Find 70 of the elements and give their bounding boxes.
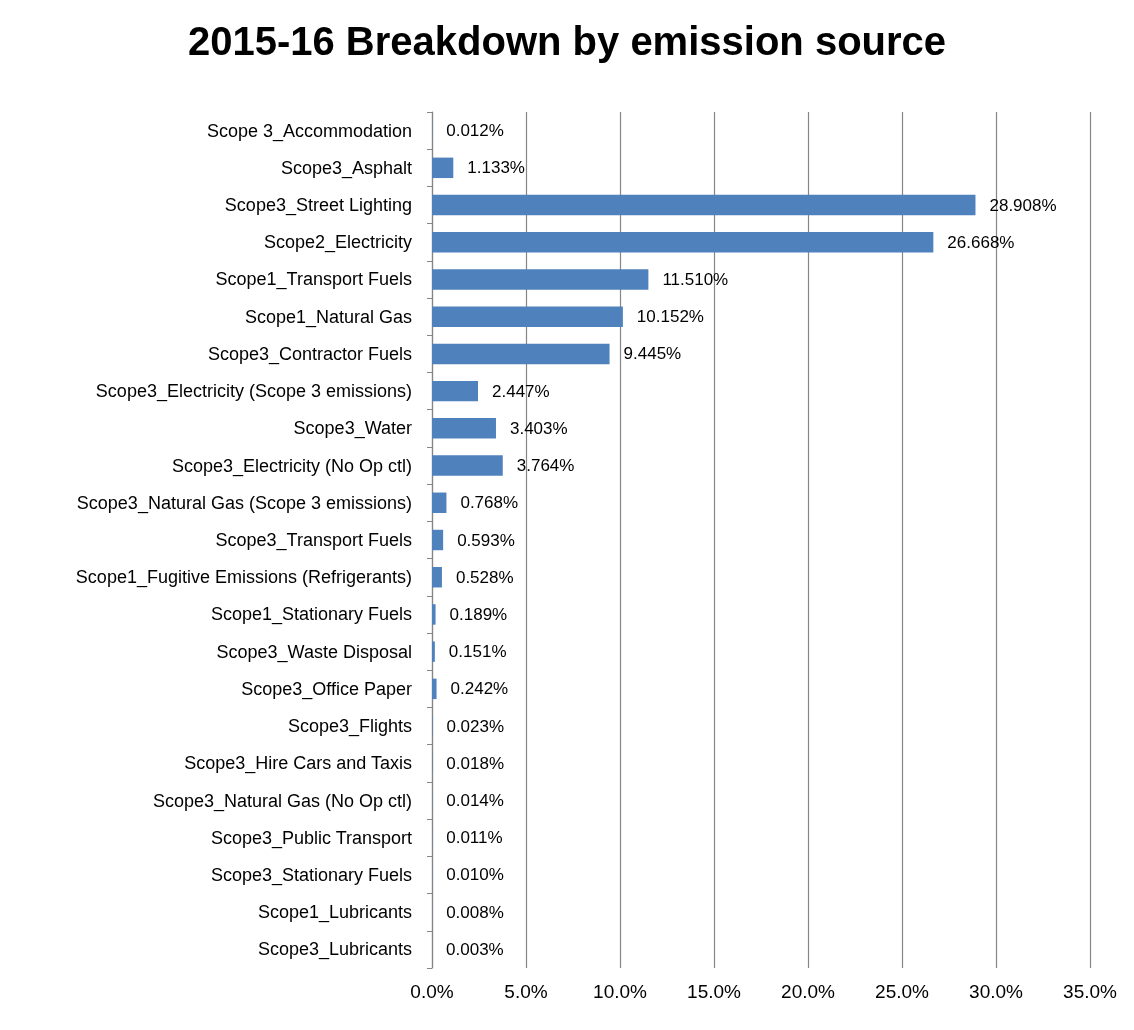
data-label: 0.018% xyxy=(446,753,505,773)
x-tick-label: 5.0% xyxy=(504,981,548,1002)
data-label: 0.010% xyxy=(446,865,504,885)
x-tick-label: 10.0% xyxy=(593,981,648,1002)
bar xyxy=(432,232,934,253)
y-tick-label: Scope 3_Accommodation xyxy=(206,120,412,142)
bar xyxy=(432,529,444,551)
data-label: 9.445% xyxy=(623,344,682,364)
data-label: 10.152% xyxy=(636,307,704,327)
bar xyxy=(432,418,496,439)
y-tick-label: Scope3_Flights xyxy=(287,716,412,738)
bar xyxy=(432,380,478,402)
y-tick-label: Scope3_Lubricants xyxy=(257,939,412,961)
bar xyxy=(432,269,649,290)
bar xyxy=(432,641,435,662)
bar xyxy=(432,194,976,216)
data-label: 26.668% xyxy=(947,232,1015,252)
bar xyxy=(432,604,436,625)
data-label: 28.908% xyxy=(989,195,1057,215)
y-tick-label: Scope3_Asphalt xyxy=(280,157,412,179)
data-label: 0.242% xyxy=(450,679,509,699)
x-tick-label: 20.0% xyxy=(781,981,836,1002)
bar xyxy=(432,157,454,179)
data-label: 0.012% xyxy=(446,121,504,141)
x-tick-label: 15.0% xyxy=(687,981,742,1002)
data-label: 0.023% xyxy=(446,716,505,736)
y-tick-label: Scope3_Public Transport xyxy=(210,827,412,849)
data-label: 0.593% xyxy=(457,530,515,550)
y-tick-label: Scope3_Stationary Fuels xyxy=(210,864,412,886)
data-label: 0.151% xyxy=(448,642,507,662)
y-tick-label: Scope3_Hire Cars and Taxis xyxy=(184,753,412,775)
data-label: 3.403% xyxy=(509,418,568,438)
data-label: 2.447% xyxy=(492,381,550,401)
bar xyxy=(432,492,447,514)
data-label: 0.768% xyxy=(460,493,519,513)
x-tick-label: 25.0% xyxy=(875,981,930,1002)
y-tick-label: Scope3_Contractor Fuels xyxy=(207,343,412,365)
y-tick-label: Scope3_Waste Disposal xyxy=(216,641,412,663)
y-tick-label: Scope3_Electricity (No Op ctl) xyxy=(171,455,412,477)
x-tick-label: 0.0% xyxy=(410,981,454,1002)
data-label: 0.008% xyxy=(446,902,504,922)
y-tick-label: Scope3_Street Lighting xyxy=(224,195,412,217)
data-label: 0.528% xyxy=(455,567,514,587)
x-tick-label: 30.0% xyxy=(969,981,1024,1002)
y-tick-label: Scope3_Office Paper xyxy=(241,678,412,700)
y-tick-label: Scope3_Transport Fuels xyxy=(215,530,412,551)
y-tick-label: Scope1_Fugitive Emissions (Refrigerants) xyxy=(75,567,412,589)
y-tick-label: Scope2_Electricity xyxy=(263,232,412,254)
bar xyxy=(432,455,503,476)
y-tick-label: Scope1_Lubricants xyxy=(257,902,412,924)
x-tick-label: 35.0% xyxy=(1063,981,1118,1002)
bar xyxy=(432,678,437,700)
bar xyxy=(432,306,623,327)
y-tick-label: Scope3_Electricity (Scope 3 emissions) xyxy=(95,381,412,403)
y-tick-label: Scope3_Natural Gas (No Op ctl) xyxy=(152,790,412,812)
y-tick-label: Scope3_Natural Gas (Scope 3 emissions) xyxy=(76,492,412,514)
data-label: 3.764% xyxy=(516,456,575,476)
bar xyxy=(432,343,610,365)
bar xyxy=(432,566,442,588)
data-label: 0.003% xyxy=(446,939,504,959)
y-tick-label: Scope1_Natural Gas xyxy=(244,306,412,328)
chart-title: 2015-16 Breakdown by emission source xyxy=(187,19,947,63)
data-label: 0.014% xyxy=(446,791,504,811)
y-tick-label: Scope3_Water xyxy=(293,418,412,440)
y-tick-label: Scope1_Stationary Fuels xyxy=(210,604,412,626)
y-tick-label: Scope1_Transport Fuels xyxy=(215,269,412,291)
data-label: 0.011% xyxy=(446,828,503,848)
data-label: 1.133% xyxy=(467,158,525,178)
data-label: 0.189% xyxy=(449,604,508,624)
data-label: 11.510% xyxy=(662,269,729,289)
